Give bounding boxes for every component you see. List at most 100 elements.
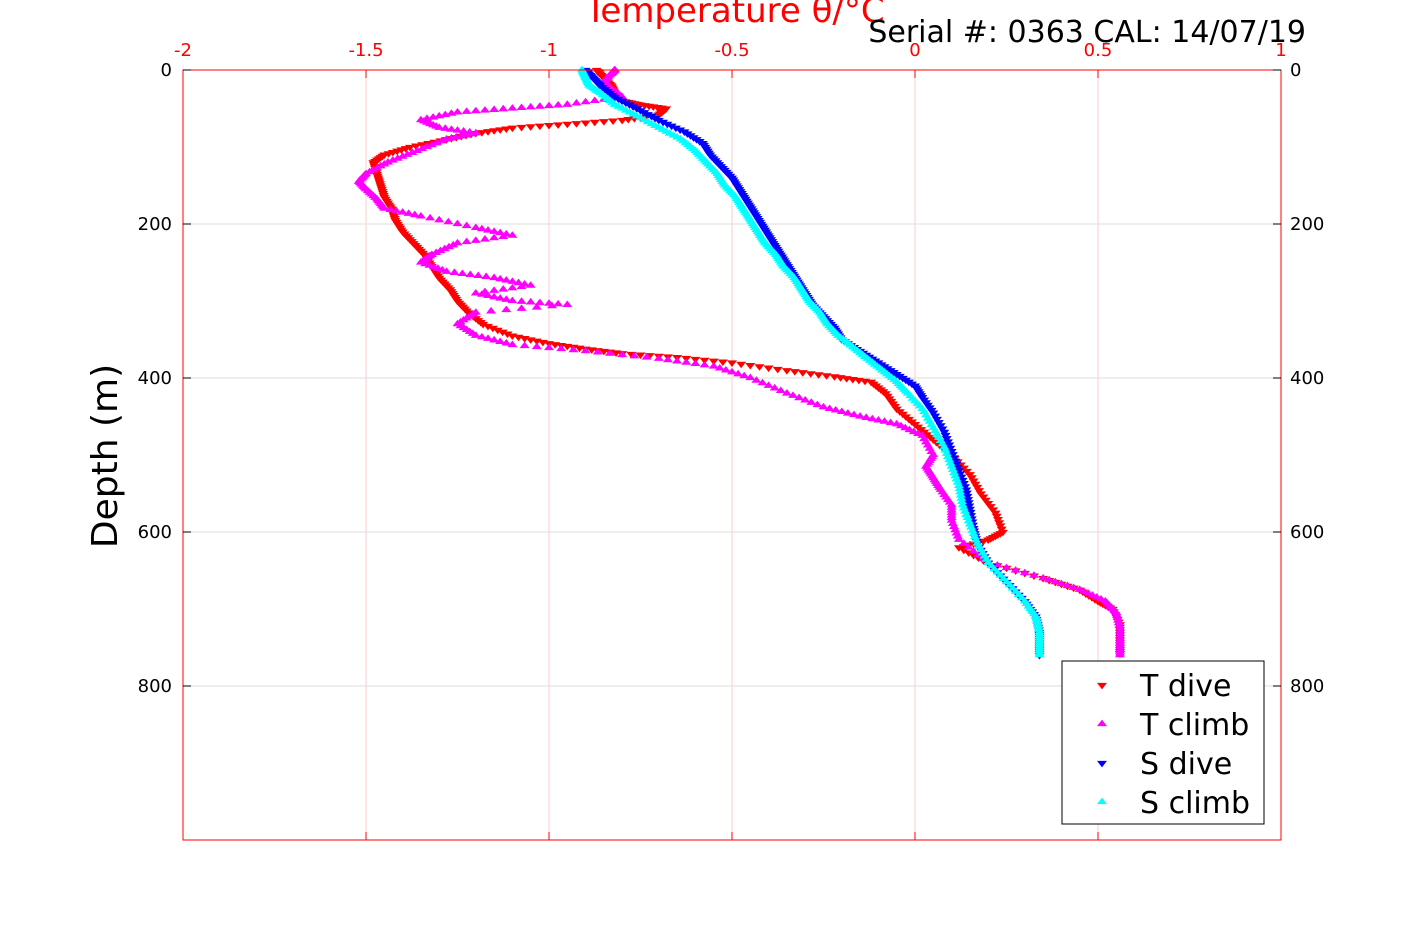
y-tick-label-right: 800 bbox=[1290, 676, 1324, 697]
data-point-t-climb bbox=[434, 123, 445, 130]
data-point-t-dive bbox=[805, 371, 816, 378]
data-point-t-climb bbox=[836, 407, 847, 415]
data-point-t-climb bbox=[1001, 563, 1012, 571]
data-point-t-climb bbox=[476, 332, 487, 340]
data-point-t-climb bbox=[501, 305, 512, 313]
legend-label: T dive bbox=[1139, 669, 1231, 704]
data-point-s-dive bbox=[670, 125, 681, 133]
data-point-t-climb bbox=[629, 351, 640, 359]
data-point-t-climb bbox=[953, 535, 964, 542]
data-point-t-climb bbox=[1044, 575, 1055, 583]
data-point-t-climb bbox=[1111, 608, 1122, 616]
data-point-t-dive bbox=[502, 331, 513, 339]
data-point-t-climb bbox=[461, 107, 472, 114]
data-point-t-climb bbox=[402, 150, 413, 157]
data-point-t-climb bbox=[391, 206, 402, 214]
data-point-t-climb bbox=[397, 208, 408, 215]
data-point-t-climb bbox=[495, 274, 506, 282]
data-point-t-climb bbox=[800, 395, 811, 403]
data-point-s-climb bbox=[954, 484, 965, 492]
y-tick-label-right: 0 bbox=[1290, 60, 1301, 81]
data-point-s-dive bbox=[666, 123, 677, 131]
data-point-t-climb bbox=[1056, 579, 1067, 587]
data-point-t-climb bbox=[879, 417, 890, 424]
y-tick-label-left: 200 bbox=[138, 214, 172, 235]
data-point-t-climb bbox=[662, 355, 673, 363]
legend-label: S climb bbox=[1140, 786, 1250, 821]
x-tick-label: 1 bbox=[1275, 40, 1286, 61]
serial-annotation: Serial #: 0363 CAL: 14/07/19 bbox=[868, 15, 1306, 50]
data-point-t-dive bbox=[608, 118, 619, 126]
data-point-t-climb bbox=[553, 299, 564, 307]
data-point-t-dive bbox=[571, 121, 582, 128]
data-point-t-climb bbox=[690, 359, 701, 367]
legend-marker bbox=[1097, 682, 1107, 690]
data-point-t-dive bbox=[781, 368, 792, 375]
data-point-t-climb bbox=[436, 136, 447, 144]
data-point-s-climb bbox=[1030, 612, 1041, 619]
data-point-t-climb bbox=[452, 108, 463, 115]
data-point-t-dive bbox=[598, 119, 609, 126]
data-point-t-climb bbox=[452, 219, 463, 227]
series-t-climb bbox=[353, 65, 1125, 658]
data-point-t-climb bbox=[781, 389, 792, 396]
data-point-s-climb bbox=[955, 491, 966, 498]
data-point-t-climb bbox=[842, 409, 853, 416]
data-point-t-climb bbox=[653, 354, 664, 361]
data-point-t-climb bbox=[824, 404, 835, 411]
data-point-t-climb bbox=[385, 205, 396, 213]
data-point-t-climb bbox=[1114, 621, 1125, 628]
data-point-t-climb bbox=[519, 341, 530, 349]
data-point-t-climb bbox=[745, 373, 756, 381]
data-point-t-dive bbox=[727, 360, 737, 367]
data-point-t-climb bbox=[855, 412, 866, 419]
data-point-t-dive bbox=[589, 119, 600, 127]
data-point-t-dive bbox=[813, 372, 824, 379]
data-point-t-climb bbox=[861, 413, 872, 420]
data-point-t-climb bbox=[727, 367, 737, 375]
data-point-t-climb bbox=[446, 125, 457, 132]
data-point-t-dive bbox=[580, 120, 591, 127]
data-point-t-climb bbox=[544, 343, 554, 351]
data-point-t-dive bbox=[797, 370, 808, 377]
data-point-t-climb bbox=[775, 386, 786, 394]
data-point-t-dive bbox=[635, 352, 646, 359]
data-point-t-climb bbox=[794, 393, 805, 401]
data-point-t-climb bbox=[489, 105, 500, 112]
data-point-t-dive bbox=[617, 117, 628, 125]
series-s-climb bbox=[576, 65, 1045, 658]
data-point-t-climb bbox=[1113, 616, 1124, 623]
data-point-t-climb bbox=[507, 283, 518, 291]
y-tick-label-left: 0 bbox=[161, 60, 172, 81]
data-point-t-climb bbox=[461, 221, 472, 229]
data-point-s-climb bbox=[1031, 614, 1042, 622]
data-point-t-climb bbox=[489, 233, 500, 241]
data-point-t-climb bbox=[605, 349, 615, 356]
series-s-dive bbox=[580, 67, 1045, 660]
data-point-t-climb bbox=[449, 268, 460, 275]
data-point-t-climb bbox=[489, 227, 500, 234]
data-point-t-climb bbox=[1114, 650, 1125, 658]
data-point-t-climb bbox=[958, 539, 969, 546]
legend-box bbox=[1061, 660, 1265, 825]
data-point-t-climb bbox=[516, 282, 527, 290]
data-point-t-climb bbox=[479, 106, 490, 113]
data-point-t-dive bbox=[754, 364, 765, 371]
data-point-t-climb bbox=[806, 398, 817, 405]
data-point-t-climb bbox=[672, 356, 683, 364]
data-point-t-climb bbox=[443, 217, 454, 225]
data-point-t-climb bbox=[476, 290, 487, 297]
x-tick-label: -2 bbox=[174, 40, 192, 61]
data-point-t-climb bbox=[681, 358, 692, 365]
data-point-t-climb bbox=[498, 285, 509, 292]
data-point-t-climb bbox=[720, 365, 731, 373]
data-point-s-dive bbox=[662, 121, 673, 129]
data-point-t-climb bbox=[534, 298, 545, 306]
data-point-t-climb bbox=[470, 331, 481, 338]
x-tick-label: -0.5 bbox=[714, 40, 749, 61]
chart-title: Temperature θ/°C bbox=[584, 0, 884, 31]
y-tick-label-right: 400 bbox=[1290, 368, 1324, 389]
data-point-s-dive bbox=[653, 117, 664, 125]
data-point-t-climb bbox=[556, 344, 567, 352]
